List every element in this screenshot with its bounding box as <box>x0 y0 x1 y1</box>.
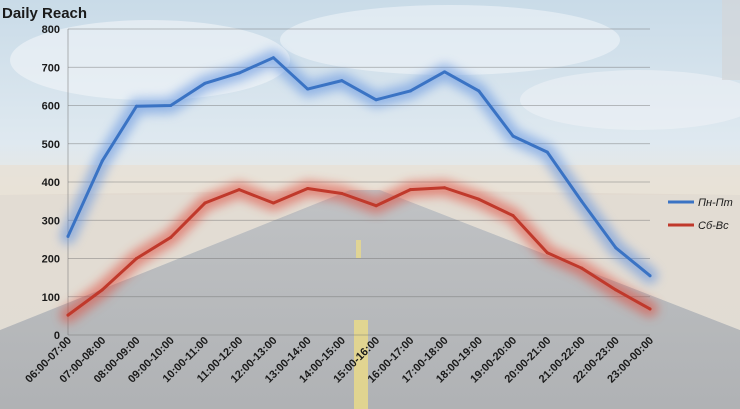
data-point <box>477 89 481 93</box>
data-point <box>614 246 618 250</box>
data-point <box>648 307 652 311</box>
data-point <box>374 204 378 208</box>
data-point <box>203 81 207 85</box>
series-line-1 <box>66 56 652 278</box>
data-point <box>134 257 138 260</box>
y-axis-ticks: 0 100 200 300 400 500 600 700 800 <box>42 24 60 342</box>
data-point <box>443 70 447 74</box>
legend-label: Пн-Пт <box>698 197 733 209</box>
data-point <box>134 104 138 108</box>
y-tick-label: 700 <box>42 62 60 74</box>
y-tick-label: 300 <box>42 215 60 227</box>
y-tick-label: 0 <box>54 330 60 342</box>
data-point <box>237 71 241 75</box>
data-point <box>66 234 70 238</box>
data-point <box>340 191 344 195</box>
data-point <box>614 288 618 292</box>
data-point <box>580 199 584 203</box>
y-tick-label: 500 <box>42 139 60 151</box>
data-point <box>100 288 104 292</box>
data-point <box>511 214 515 218</box>
data-point <box>306 87 310 91</box>
data-point <box>374 98 378 102</box>
data-point <box>169 104 173 107</box>
y-tick-label: 600 <box>42 101 60 113</box>
data-point <box>66 313 70 317</box>
data-point <box>408 89 412 93</box>
data-point <box>545 150 549 154</box>
y-tick-label: 400 <box>42 177 60 189</box>
data-point <box>203 201 207 205</box>
series-line-2 <box>66 186 652 317</box>
legend-label: Сб-Вс <box>698 220 729 232</box>
data-point <box>511 134 515 138</box>
data-point <box>477 197 481 201</box>
data-point <box>408 188 412 192</box>
data-point <box>648 274 652 278</box>
data-point <box>237 188 241 192</box>
y-tick-label: 200 <box>42 254 60 266</box>
data-point <box>271 56 275 60</box>
data-point <box>580 266 584 270</box>
series-lines <box>60 49 658 324</box>
data-point <box>443 186 447 190</box>
y-tick-label: 800 <box>42 24 60 36</box>
y-tick-label: 100 <box>42 292 60 304</box>
data-point <box>545 251 549 255</box>
data-point <box>271 201 275 205</box>
data-point <box>169 235 173 239</box>
legend: Пн-Пт Сб-Вс <box>668 197 733 232</box>
data-point <box>340 79 344 83</box>
data-point <box>306 187 310 191</box>
chart-title: Daily Reach <box>2 5 87 22</box>
data-point <box>100 159 104 163</box>
